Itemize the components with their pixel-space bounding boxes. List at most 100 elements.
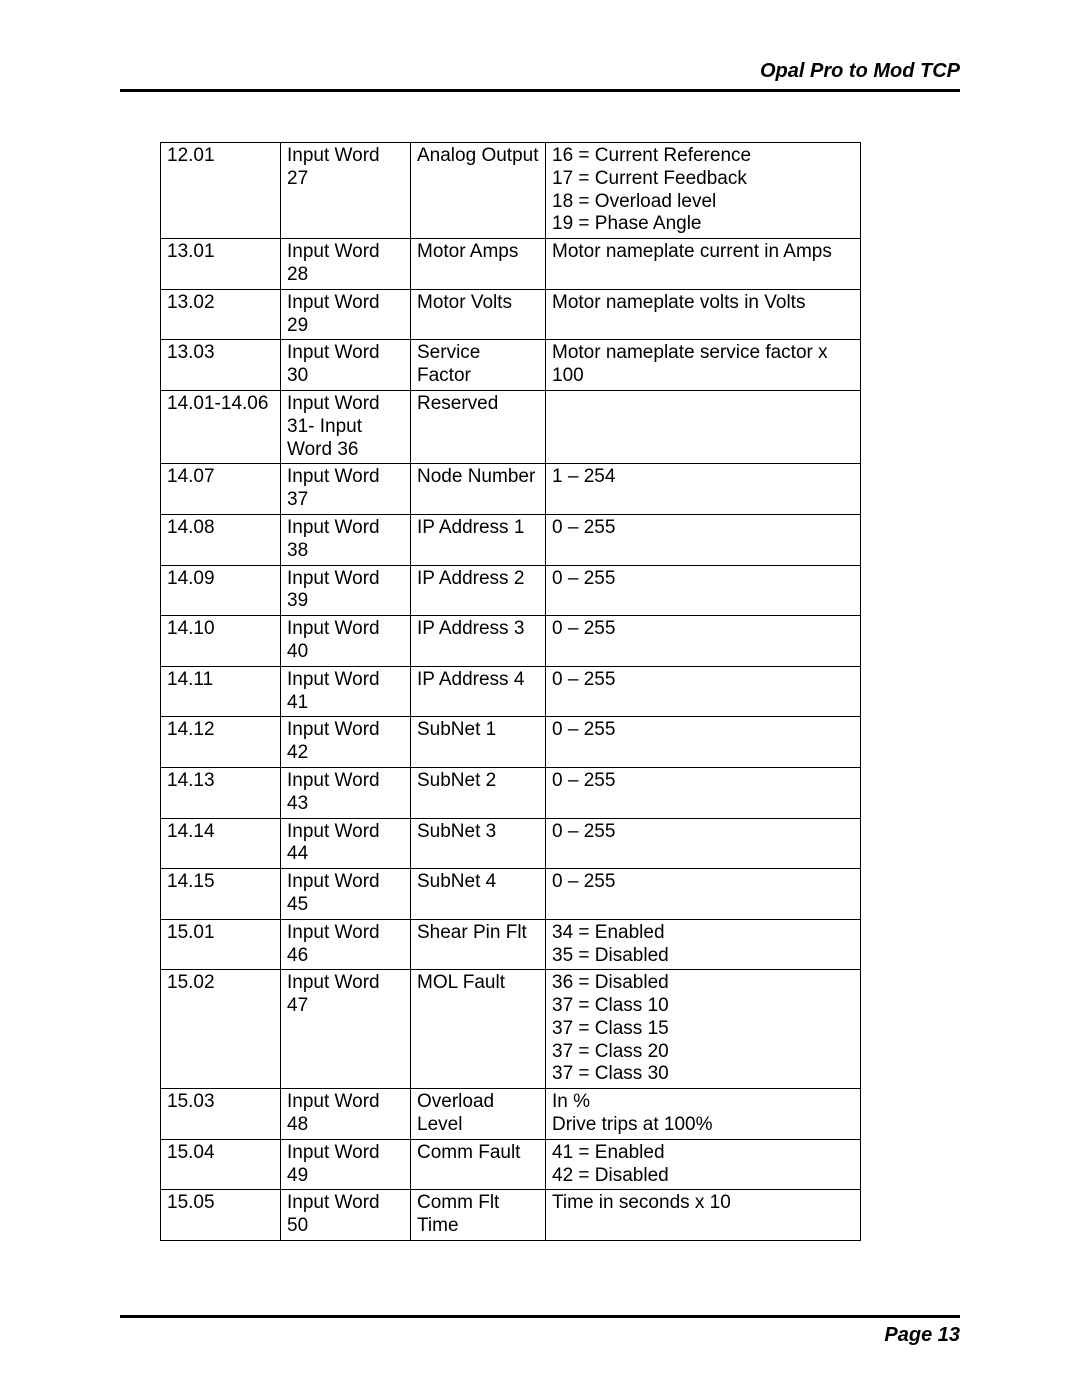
table-cell: Shear Pin Flt [411, 919, 546, 970]
table-cell: Comm Flt Time [411, 1190, 546, 1241]
table-cell: Motor Amps [411, 239, 546, 290]
table-body: 12.01Input Word 27Analog Output16 = Curr… [161, 143, 861, 1241]
table-cell: Motor nameplate service factor x 100 [546, 340, 861, 391]
table-cell: Input Word 46 [281, 919, 411, 970]
table-row: 15.05Input Word 50Comm Flt TimeTime in s… [161, 1190, 861, 1241]
table-cell [546, 390, 861, 463]
table-cell: IP Address 3 [411, 616, 546, 667]
table-cell: 15.04 [161, 1139, 281, 1190]
table-cell: IP Address 4 [411, 666, 546, 717]
table-cell: SubNet 1 [411, 717, 546, 768]
table-cell: IP Address 2 [411, 565, 546, 616]
table-cell: Input Word 29 [281, 289, 411, 340]
header-rule [120, 89, 960, 92]
table-cell: Input Word 37 [281, 464, 411, 515]
table-row: 13.01Input Word 28Motor AmpsMotor namepl… [161, 239, 861, 290]
table-cell: Input Word 50 [281, 1190, 411, 1241]
table-cell: 0 – 255 [546, 767, 861, 818]
table-cell: Input Word 40 [281, 616, 411, 667]
table-cell: 0 – 255 [546, 717, 861, 768]
table-container: 12.01Input Word 27Analog Output16 = Curr… [120, 142, 960, 1241]
table-row: 14.15Input Word 45SubNet 40 – 255 [161, 869, 861, 920]
table-cell: Input Word 38 [281, 514, 411, 565]
table-row: 13.02Input Word 29Motor VoltsMotor namep… [161, 289, 861, 340]
table-cell: Service Factor [411, 340, 546, 391]
table-cell: Input Word 31- Input Word 36 [281, 390, 411, 463]
table-row: 14.07Input Word 37Node Number1 – 254 [161, 464, 861, 515]
table-row: 14.12Input Word 42SubNet 10 – 255 [161, 717, 861, 768]
table-cell: Motor Volts [411, 289, 546, 340]
table-cell: Input Word 28 [281, 239, 411, 290]
table-cell: 1 – 254 [546, 464, 861, 515]
page-footer: Page 13 [120, 1315, 960, 1347]
table-cell: 34 = Enabled35 = Disabled [546, 919, 861, 970]
table-cell: 14.09 [161, 565, 281, 616]
table-cell: Input Word 44 [281, 818, 411, 869]
table-row: 14.08Input Word 38IP Address 10 – 255 [161, 514, 861, 565]
table-cell: Input Word 47 [281, 970, 411, 1089]
table-row: 14.14Input Word 44SubNet 30 – 255 [161, 818, 861, 869]
footer-rule [120, 1315, 960, 1318]
table-row: 14.13Input Word 43SubNet 20 – 255 [161, 767, 861, 818]
table-cell: Motor nameplate volts in Volts [546, 289, 861, 340]
table-cell: Input Word 39 [281, 565, 411, 616]
footer-label: Page 13 [120, 1324, 960, 1347]
table-cell: 15.02 [161, 970, 281, 1089]
table-cell: SubNet 4 [411, 869, 546, 920]
table-cell: 0 – 255 [546, 666, 861, 717]
table-row: 15.01Input Word 46Shear Pin Flt34 = Enab… [161, 919, 861, 970]
table-cell: 0 – 255 [546, 616, 861, 667]
table-cell: Motor nameplate current in Amps [546, 239, 861, 290]
table-row: 12.01Input Word 27Analog Output16 = Curr… [161, 143, 861, 239]
table-cell: Comm Fault [411, 1139, 546, 1190]
table-cell: Input Word 43 [281, 767, 411, 818]
table-cell: Input Word 45 [281, 869, 411, 920]
table-cell: 15.05 [161, 1190, 281, 1241]
table-cell: 41 = Enabled42 = Disabled [546, 1139, 861, 1190]
table-cell: 15.03 [161, 1089, 281, 1140]
table-cell: 0 – 255 [546, 514, 861, 565]
table-cell: 14.12 [161, 717, 281, 768]
table-cell: 15.01 [161, 919, 281, 970]
table-row: 15.04Input Word 49Comm Fault41 = Enabled… [161, 1139, 861, 1190]
table-row: 14.10Input Word 40IP Address 30 – 255 [161, 616, 861, 667]
page-header: Opal Pro to Mod TCP [120, 60, 960, 89]
parameter-table: 12.01Input Word 27Analog Output16 = Curr… [160, 142, 861, 1241]
table-row: 14.11Input Word 41IP Address 40 – 255 [161, 666, 861, 717]
table-cell: 16 = Current Reference17 = Current Feedb… [546, 143, 861, 239]
table-cell: Input Word 30 [281, 340, 411, 391]
table-cell: 14.01-14.06 [161, 390, 281, 463]
table-cell: Input Word 27 [281, 143, 411, 239]
table-cell: Input Word 42 [281, 717, 411, 768]
table-cell: 13.03 [161, 340, 281, 391]
table-cell: SubNet 3 [411, 818, 546, 869]
table-cell: Node Number [411, 464, 546, 515]
table-row: 14.01-14.06Input Word 31- Input Word 36R… [161, 390, 861, 463]
table-cell: Input Word 41 [281, 666, 411, 717]
table-cell: 14.13 [161, 767, 281, 818]
table-cell: In %Drive trips at 100% [546, 1089, 861, 1140]
table-cell: 36 = Disabled37 = Class 1037 = Class 153… [546, 970, 861, 1089]
table-cell: SubNet 2 [411, 767, 546, 818]
table-cell: Overload Level [411, 1089, 546, 1140]
table-cell: 14.15 [161, 869, 281, 920]
header-title: Opal Pro to Mod TCP [760, 60, 960, 82]
table-cell: IP Address 1 [411, 514, 546, 565]
page: Opal Pro to Mod TCP 12.01Input Word 27An… [0, 0, 1080, 1397]
table-cell: Time in seconds x 10 [546, 1190, 861, 1241]
table-cell: MOL Fault [411, 970, 546, 1089]
table-cell: 14.11 [161, 666, 281, 717]
table-cell: Input Word 48 [281, 1089, 411, 1140]
table-cell: 14.10 [161, 616, 281, 667]
table-row: 13.03Input Word 30Service FactorMotor na… [161, 340, 861, 391]
table-row: 15.03Input Word 48Overload LevelIn %Driv… [161, 1089, 861, 1140]
table-cell: 14.07 [161, 464, 281, 515]
table-cell: Input Word 49 [281, 1139, 411, 1190]
table-cell: 0 – 255 [546, 818, 861, 869]
table-cell: Reserved [411, 390, 546, 463]
table-cell: 0 – 255 [546, 565, 861, 616]
table-cell: 14.14 [161, 818, 281, 869]
table-row: 15.02Input Word 47MOL Fault36 = Disabled… [161, 970, 861, 1089]
table-cell: Analog Output [411, 143, 546, 239]
table-cell: 12.01 [161, 143, 281, 239]
